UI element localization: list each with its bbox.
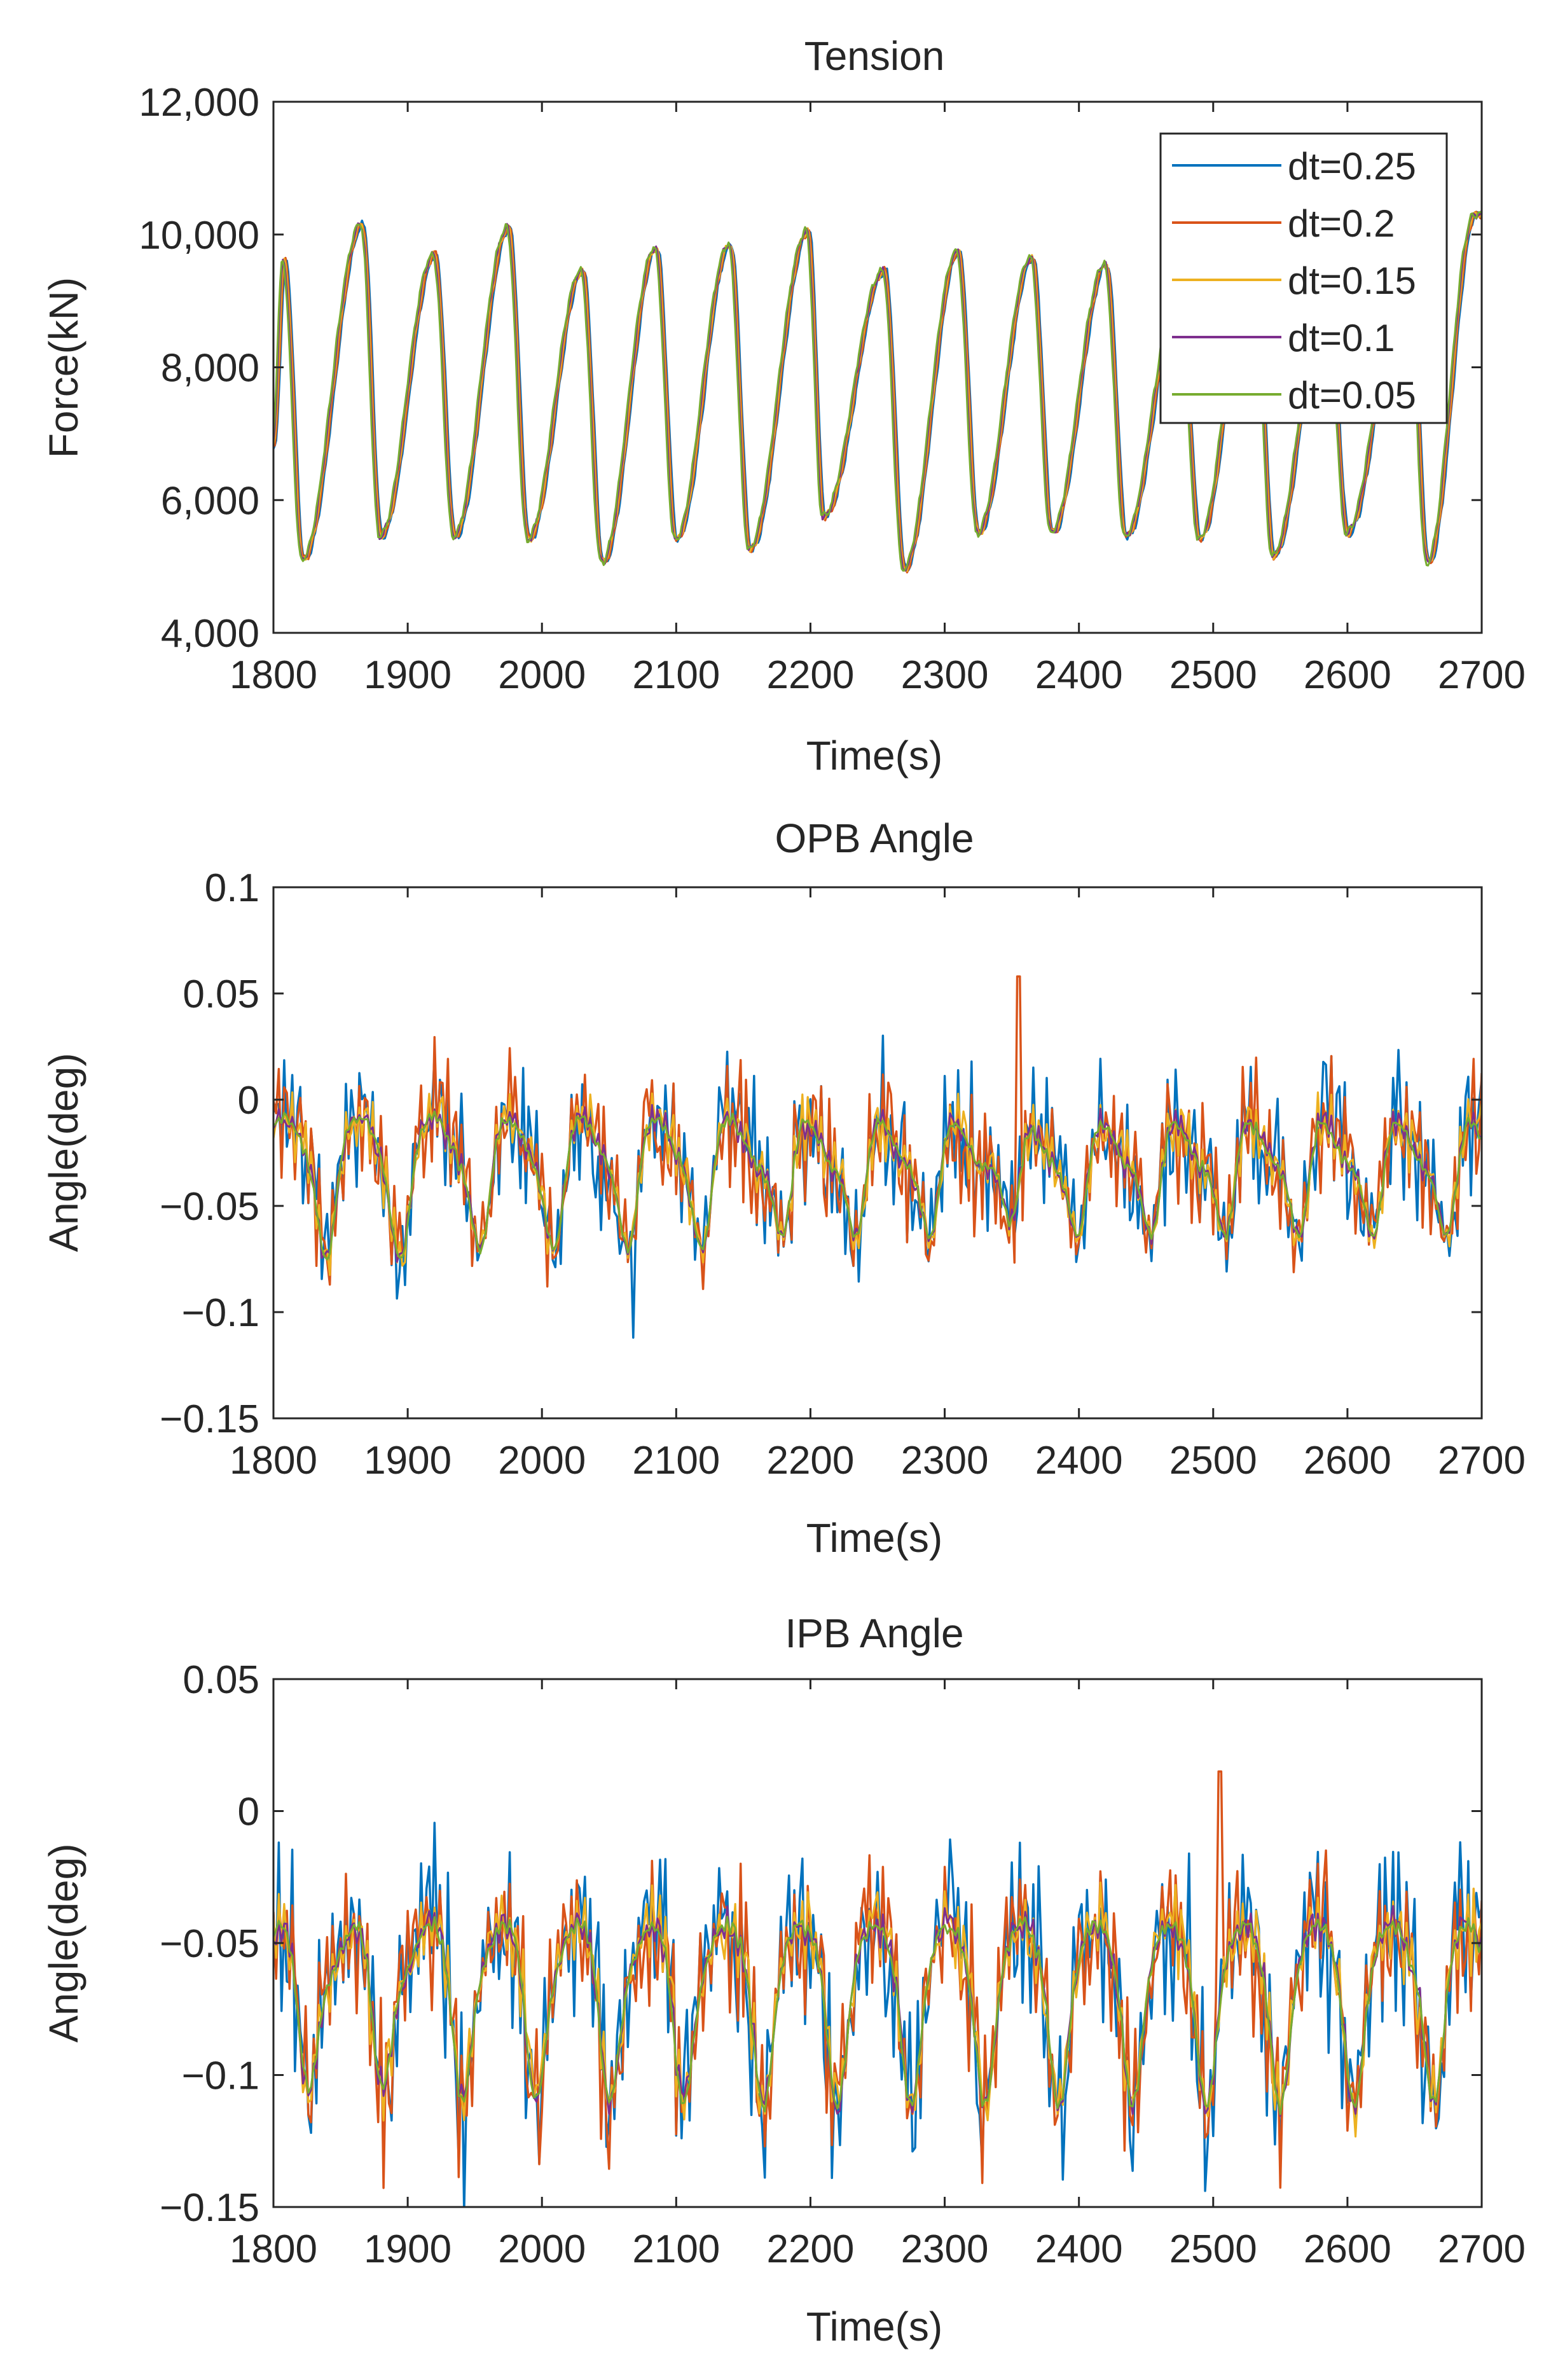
x-tick-label: 2700 [1438, 653, 1526, 697]
ticks-layer: 1800 1900 2000 2100 2200 2300 2400 2500 2600 2700… [160, 1658, 1526, 2271]
y-tick-label: −0.05 [160, 1185, 259, 1229]
x-tick-label: 2600 [1304, 2227, 1391, 2271]
y-tick-label: 0 [238, 1790, 259, 1834]
y-tick-label: 0 [238, 1079, 259, 1123]
plot-frame [272, 886, 1483, 1420]
x-tick-label: 1900 [364, 1439, 452, 1483]
series-layer [273, 210, 1482, 574]
x-tick-label: 2600 [1304, 653, 1391, 697]
x-tick-label: 1800 [230, 653, 317, 697]
x-tick-label: 2700 [1438, 1439, 1526, 1483]
legend-entry: dt=0.25 [1288, 145, 1416, 188]
legend: dt=0.25 dt=0.2 dt=0.15 dt=0.1 dt=0.05 [1159, 132, 1448, 424]
x-tick-label: 2600 [1304, 1439, 1391, 1483]
x-tick-label: 2700 [1438, 2227, 1526, 2271]
x-tick-label: 2000 [498, 2227, 586, 2271]
y-tick-label: −0.15 [160, 1397, 259, 1441]
x-tick-label: 2300 [901, 653, 989, 697]
series-line-dt-0.2 [273, 975, 1482, 1290]
y-tick-label: 4,000 [161, 612, 259, 656]
x-tick-label: 2500 [1169, 653, 1257, 697]
x-tick-label: 2100 [632, 2227, 720, 2271]
ipb-angle-chart: IPB Angle 1800 1900 2000 2100 2200 2300 2400 25… [41, 1610, 1526, 2349]
y-tick-label: −0.15 [160, 2186, 259, 2230]
x-tick-label: 2400 [1035, 653, 1123, 697]
legend-entry: dt=0.05 [1288, 374, 1416, 417]
series-line-dt-0.05 [273, 1110, 1482, 1261]
series-layer [273, 975, 1482, 1339]
x-tick-label: 2100 [632, 653, 720, 697]
y-tick-label: 0.05 [183, 972, 259, 1016]
x-tick-label: 2400 [1035, 2227, 1123, 2271]
y-tick-label: −0.05 [160, 1922, 259, 1966]
legend-entry: dt=0.2 [1288, 202, 1395, 245]
x-tick-label: 2000 [498, 1439, 586, 1483]
opb-angle-chart: OPB Angle 1800 1900 2000 2100 2200 2300 2400 25… [41, 815, 1526, 1561]
y-tick-label: 0.05 [183, 1658, 259, 1702]
x-tick-label: 1800 [230, 2227, 317, 2271]
x-tick-label: 2200 [766, 653, 854, 697]
y-tick-label: 10,000 [139, 214, 259, 258]
y-tick-label: 12,000 [139, 81, 259, 125]
x-tick-label: 2000 [498, 653, 586, 697]
y-tick-label: −0.1 [182, 2054, 259, 2098]
y-tick-label: 0.1 [205, 866, 259, 910]
x-tick-label: 1900 [364, 2227, 452, 2271]
x-tick-label: 2200 [766, 2227, 854, 2271]
x-tick-label: 1800 [230, 1439, 317, 1483]
y-axis-label: Angle(deg) [41, 1843, 86, 2042]
legend-entry: dt=0.1 [1288, 317, 1395, 359]
tension-chart: Tension 1800 1900 2000 2100 2200 2300 2400 2500… [41, 33, 1526, 778]
ticks-layer: 1800 1900 2000 2100 2200 2300 2400 2500 2600 2700… [160, 866, 1526, 1483]
y-tick-label: 6,000 [161, 479, 259, 523]
x-tick-label: 2500 [1169, 2227, 1257, 2271]
chart-title: OPB Angle [775, 815, 974, 861]
series-line-dt-0.05 [273, 1916, 1482, 2115]
legend-entry: dt=0.15 [1288, 259, 1416, 302]
y-axis-label: Force(kN) [41, 277, 86, 458]
chart-title: IPB Angle [785, 1610, 963, 1656]
x-axis-label: Time(s) [806, 733, 942, 778]
x-axis-label: Time(s) [806, 1515, 942, 1561]
y-tick-label: 8,000 [161, 347, 259, 391]
x-tick-label: 2400 [1035, 1439, 1123, 1483]
ticks-layer: 1800 1900 2000 2100 2200 2300 2400 2500 2600 2700… [139, 81, 1526, 697]
x-tick-label: 2200 [766, 1439, 854, 1483]
legend-box [1159, 132, 1448, 424]
chart-title: Tension [804, 33, 945, 79]
x-tick-label: 2500 [1169, 1439, 1257, 1483]
y-tick-label: −0.1 [182, 1291, 259, 1335]
series-layer [273, 1770, 1482, 2207]
x-axis-label: Time(s) [806, 2304, 942, 2349]
x-tick-label: 2100 [632, 1439, 720, 1483]
y-axis-label: Angle(deg) [41, 1053, 86, 1252]
x-tick-label: 2300 [901, 1439, 989, 1483]
series-line-dt-0.1 [273, 210, 1482, 572]
x-tick-label: 1900 [364, 653, 452, 697]
x-tick-label: 2300 [901, 2227, 989, 2271]
series-line-dt-0.05 [273, 211, 1482, 572]
